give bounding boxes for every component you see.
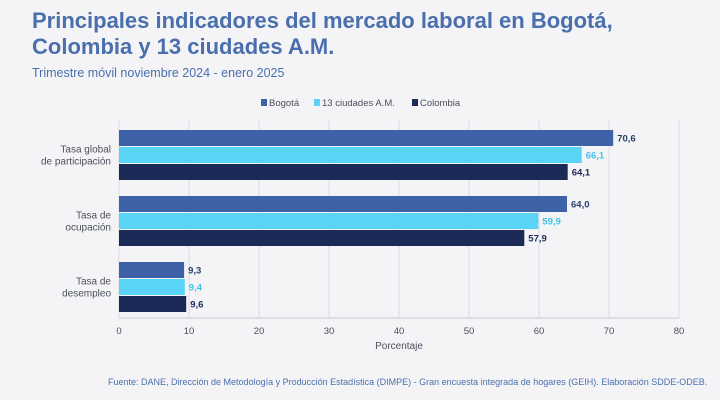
x-tick-label: 80 [674, 326, 685, 337]
data-label: 66,1 [586, 151, 605, 162]
legend-swatch [314, 99, 320, 106]
x-tick-label: 60 [534, 326, 545, 337]
data-label: 57,9 [528, 234, 547, 245]
data-label: 9,4 [189, 283, 203, 294]
x-tick-label: 10 [184, 326, 195, 337]
x-tick-label: 20 [254, 326, 265, 337]
legend-swatch [412, 99, 418, 106]
category-label: Tasa global [60, 145, 111, 156]
legend-label: Colombia [420, 98, 461, 109]
category-label: Tasa de [76, 277, 111, 288]
bar [119, 262, 185, 278]
bar [119, 279, 185, 295]
bar [119, 147, 582, 163]
chart-subtitle: Trimestre móvil noviembre 2024 - enero 2… [32, 66, 285, 80]
bar [119, 296, 187, 312]
chart-title: Principales indicadores del mercado labo… [32, 8, 613, 59]
category-label: desempleo [62, 289, 111, 300]
data-label: 9,6 [190, 300, 203, 311]
data-label: 64,0 [571, 200, 590, 211]
bar [119, 196, 567, 212]
x-tick-label: 40 [394, 326, 405, 337]
bar [119, 130, 614, 146]
bar [119, 213, 539, 229]
legend-swatch [261, 99, 267, 106]
x-tick-label: 70 [604, 326, 615, 337]
x-axis-title: Porcentaje [375, 341, 423, 352]
legend-label: Bogotá [269, 98, 300, 109]
bar [119, 164, 568, 180]
x-tick-label: 0 [116, 326, 121, 337]
source-note: Fuente: DANE, Dirección de Metodología y… [108, 377, 708, 387]
legend-label: 13 ciudades A.M. [322, 98, 395, 109]
data-label: 9,3 [188, 266, 201, 277]
bar [119, 230, 525, 246]
category-label: ocupación [65, 223, 111, 234]
data-label: 59,9 [542, 217, 561, 228]
category-label: de participación [41, 157, 111, 168]
category-label: Tasa de [76, 211, 111, 222]
x-tick-label: 50 [464, 326, 475, 337]
data-label: 64,1 [572, 168, 591, 179]
data-label: 70,6 [617, 134, 636, 145]
x-tick-label: 30 [324, 326, 335, 337]
